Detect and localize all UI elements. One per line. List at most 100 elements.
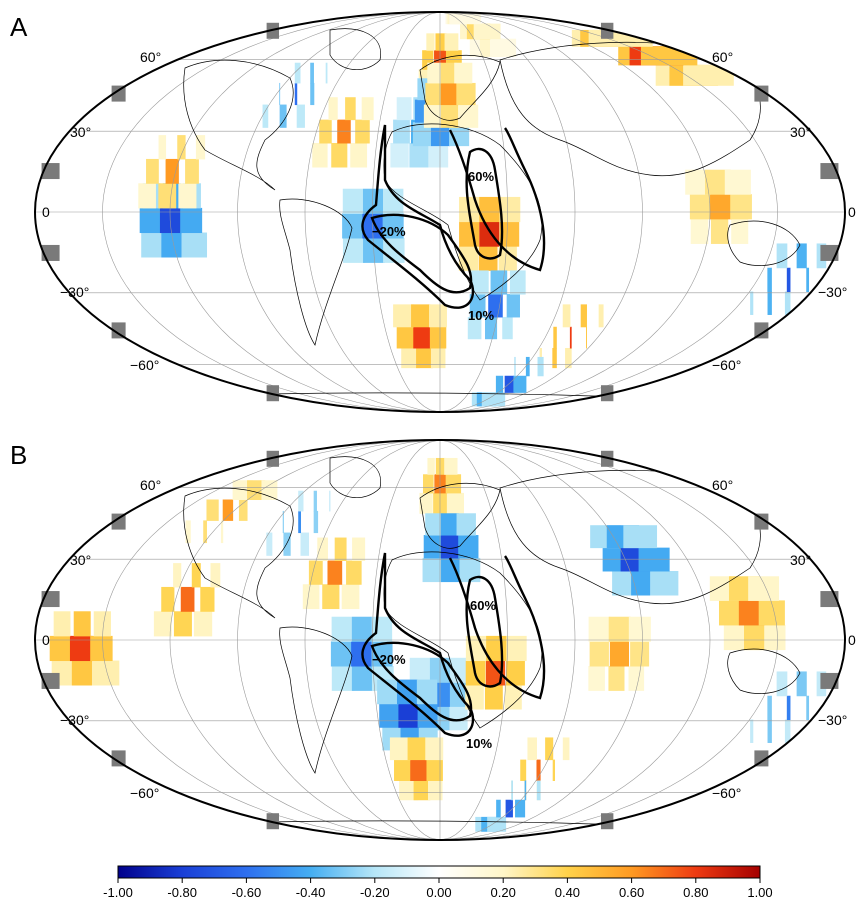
anomaly-cell xyxy=(520,759,527,781)
anomaly-cell xyxy=(433,492,449,514)
map-panel-a: A 60° xyxy=(10,11,856,413)
contour-labels-b: 60% −20% 10% xyxy=(372,598,496,751)
anomaly-cell xyxy=(412,122,431,147)
anomaly-cell xyxy=(399,780,419,801)
anomaly-cell xyxy=(361,97,374,121)
anomaly-cell xyxy=(484,684,503,710)
model-contours xyxy=(361,552,546,737)
anomaly-cell xyxy=(553,326,557,349)
anomaly-cell xyxy=(487,816,507,832)
lat-label-60n-left: 60° xyxy=(140,49,161,65)
anomaly-cell xyxy=(440,104,460,128)
lat-label-30s-right: −30° xyxy=(818,284,847,300)
anomaly-cell xyxy=(580,304,587,328)
panel-letter-b: B xyxy=(10,440,27,470)
anomaly-cell xyxy=(394,759,415,781)
anomaly-cell xyxy=(416,347,433,369)
panel-letter-a: A xyxy=(10,12,28,42)
anomaly-cell xyxy=(195,135,206,160)
anomaly-cell xyxy=(481,392,506,407)
anomaly-cell xyxy=(423,104,442,128)
anomaly-cell xyxy=(505,799,513,818)
contour-60-inner xyxy=(465,147,504,260)
contour-labels-a: 60% −20% 10% xyxy=(372,169,494,323)
anomaly-cell xyxy=(222,499,234,521)
anomaly-cell xyxy=(296,104,305,128)
anomaly-cell xyxy=(506,660,525,686)
lat-label-60n-left: 60° xyxy=(140,477,161,493)
anomaly-cell xyxy=(537,356,544,377)
colorbar-tick-label: 0.00 xyxy=(426,885,451,900)
lat-label-60s-right: −60° xyxy=(712,357,741,373)
anomaly-cell xyxy=(586,326,587,349)
anomaly-cell xyxy=(178,183,197,209)
anomaly-cell xyxy=(562,737,570,761)
anomaly-cell xyxy=(427,780,443,801)
lat-label-60s-right: −60° xyxy=(712,785,741,801)
anomaly-cell xyxy=(458,246,479,271)
colorbar: -1.00 -0.80 -0.60 -0.40 -0.20 0.00 0.20 0.40 0.6… xyxy=(103,865,773,900)
anomaly-cell xyxy=(454,62,473,84)
anomaly-cell xyxy=(337,119,351,144)
anomaly-cell xyxy=(422,557,442,583)
colorbar-gradient xyxy=(117,865,761,879)
anomaly-cell xyxy=(488,294,503,318)
anomaly-cell xyxy=(588,616,611,642)
anomaly-cell xyxy=(598,304,604,328)
anomaly-cell xyxy=(569,326,572,349)
anomaly-cell xyxy=(485,316,498,340)
anomaly-cell xyxy=(467,316,482,340)
anomaly-cell xyxy=(498,246,517,271)
anomaly-cell xyxy=(346,560,362,585)
anomaly-cell xyxy=(329,490,331,512)
anomaly-cell xyxy=(185,520,191,544)
anomaly-cell xyxy=(730,194,752,220)
anomaly-cell xyxy=(502,316,513,340)
anomaly-cell xyxy=(351,665,375,691)
anomaly-cell xyxy=(177,135,186,160)
anomaly-cell xyxy=(623,525,658,549)
edge-tick-marks xyxy=(41,450,839,830)
anomaly-cell xyxy=(426,759,443,781)
anomaly-cell xyxy=(93,611,111,637)
anomaly-cell xyxy=(429,304,447,328)
anomaly-cell xyxy=(536,780,541,801)
anomaly-cell xyxy=(352,537,366,562)
anomaly-cell xyxy=(427,457,435,475)
lat-label-30n-right: 30° xyxy=(790,124,811,140)
anomaly-cell xyxy=(513,375,527,393)
anomaly-cell xyxy=(294,82,298,106)
anomaly-cell xyxy=(330,641,353,667)
anomaly-cell xyxy=(435,33,447,51)
anomaly-cell xyxy=(180,207,203,234)
contour-label-60: 60% xyxy=(470,598,496,613)
anomaly-cell xyxy=(689,194,712,220)
anomaly-cell xyxy=(322,584,340,610)
anomaly-cell xyxy=(608,665,625,691)
anomaly-cell xyxy=(411,304,431,328)
anomaly-cell xyxy=(371,641,393,667)
anomaly-cell xyxy=(784,719,791,743)
anomaly-cell xyxy=(158,183,177,209)
anomaly-cell xyxy=(139,207,162,234)
anomaly-cell xyxy=(638,547,670,572)
coast-europe xyxy=(419,482,501,549)
anomaly-cell xyxy=(355,119,370,144)
anomaly-cell xyxy=(261,480,278,501)
edge-tick-mark xyxy=(754,322,769,339)
latitude-labels-b: 60° 30° 0 −30° −60° 60° 30° 0 −30° −60° xyxy=(42,477,856,801)
anomaly-cell xyxy=(396,97,412,121)
anomaly-cell xyxy=(203,520,207,544)
colorbar-tick-label: -0.40 xyxy=(296,885,326,900)
anomaly-cell xyxy=(458,535,479,559)
anomaly-cell xyxy=(413,326,432,349)
anomaly-cell xyxy=(430,122,451,147)
anomaly-cell xyxy=(425,513,442,536)
map-panel-b: B 60° xyxy=(10,439,856,841)
colorbar-labels: -1.00 -0.80 -0.60 -0.40 -0.20 0.00 0.20 0.40 0.6… xyxy=(103,885,772,900)
contour-label-10: 10% xyxy=(468,308,494,323)
anomaly-cell xyxy=(506,294,520,318)
anomaly-cell xyxy=(490,270,508,295)
colorbar-tick-label: -0.80 xyxy=(167,885,197,900)
anomaly-cell xyxy=(524,780,527,801)
